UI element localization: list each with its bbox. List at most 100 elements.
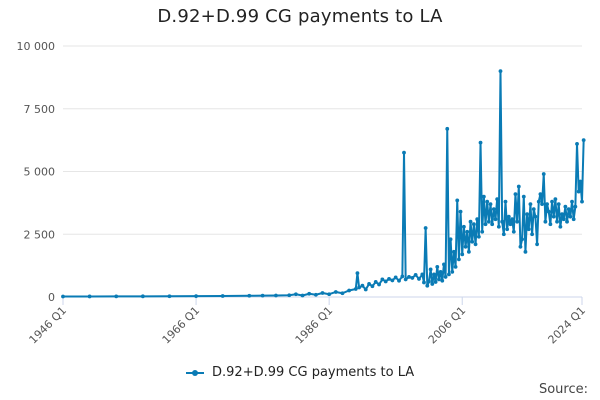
data-point[interactable] [400,274,405,279]
data-point[interactable] [510,217,515,222]
data-point[interactable] [511,229,516,234]
data-point[interactable] [430,282,435,286]
data-point[interactable] [458,209,463,214]
data-point[interactable] [428,267,433,272]
data-point[interactable] [425,283,430,288]
data-point[interactable] [443,275,448,279]
data-point[interactable] [450,270,455,274]
data-point[interactable] [447,272,451,277]
data-point[interactable] [307,291,312,296]
data-point[interactable] [274,293,278,298]
data-point[interactable] [528,202,533,207]
data-point[interactable] [452,249,456,254]
data-point[interactable] [287,293,292,298]
data-point[interactable] [470,239,475,244]
data-point[interactable] [500,219,505,224]
data-point[interactable] [380,277,385,282]
data-point[interactable] [558,224,563,229]
data-point[interactable] [422,280,426,285]
data-point[interactable] [538,192,543,196]
data-point[interactable] [468,219,473,224]
data-point[interactable] [220,294,225,298]
data-point[interactable] [546,209,551,214]
data-point[interactable] [576,189,581,194]
data-point[interactable] [442,262,446,267]
data-point[interactable] [560,212,564,217]
data-point[interactable] [437,277,441,282]
data-point[interactable] [516,184,521,189]
data-point[interactable] [496,224,501,229]
data-point[interactable] [508,222,513,227]
data-point[interactable] [531,207,536,212]
data-point[interactable] [465,229,470,234]
data-point[interactable] [410,276,415,280]
data-point[interactable] [505,227,510,232]
data-point[interactable] [355,271,360,276]
data-point[interactable] [453,264,458,269]
data-point[interactable] [561,217,566,222]
data-point[interactable] [393,275,398,280]
data-point[interactable] [513,192,518,196]
data-point[interactable] [167,294,172,299]
data-point[interactable] [438,270,443,274]
data-point[interactable] [563,204,568,209]
data-point[interactable] [523,249,528,254]
data-point[interactable] [363,287,368,292]
data-point[interactable] [540,202,544,207]
data-point[interactable] [520,237,525,242]
data-point[interactable] [566,207,571,212]
data-point[interactable] [340,291,345,296]
data-point[interactable] [360,283,365,288]
data-point[interactable] [548,222,553,227]
data-point[interactable] [581,138,586,143]
data-point[interactable] [476,234,481,239]
data-point[interactable] [433,280,438,284]
data-point[interactable] [367,282,371,286]
legend[interactable]: D.92+D.99 CG payments to LA [0,365,600,380]
data-point[interactable] [390,278,395,283]
data-point[interactable] [471,222,476,227]
data-point[interactable] [568,214,573,219]
data-point[interactable] [432,272,436,277]
data-point[interactable] [570,199,574,204]
data-point[interactable] [535,242,539,247]
data-point[interactable] [347,288,352,293]
data-point[interactable] [578,179,583,184]
data-point[interactable] [573,204,578,209]
data-point[interactable] [545,202,549,207]
data-point[interactable] [543,219,548,224]
data-point[interactable] [260,293,265,298]
data-point[interactable] [483,222,488,227]
data-point[interactable] [353,287,358,291]
data-point[interactable] [417,277,421,281]
data-point[interactable] [373,280,378,284]
data-point[interactable] [61,294,65,299]
data-point[interactable] [503,199,508,204]
series-layer[interactable] [61,69,586,299]
data-point[interactable] [521,194,526,199]
data-point[interactable] [403,277,408,282]
data-point[interactable] [387,277,391,281]
data-point[interactable] [333,290,338,294]
data-point[interactable] [247,293,252,298]
data-point[interactable] [551,214,556,219]
data-point[interactable] [435,264,440,269]
data-point[interactable] [473,242,478,247]
data-point[interactable] [427,279,431,284]
data-point[interactable] [320,291,325,295]
data-point[interactable] [327,292,332,297]
data-point[interactable] [448,237,453,242]
data-point[interactable] [490,222,495,227]
data-point[interactable] [553,197,558,202]
data-point[interactable] [565,219,569,224]
data-point[interactable] [440,278,445,283]
data-point[interactable] [445,126,450,131]
data-point[interactable] [485,199,490,204]
data-point[interactable] [461,224,466,229]
data-point[interactable] [377,282,381,287]
data-point[interactable] [498,69,503,73]
data-point[interactable] [420,272,425,277]
data-point[interactable] [491,207,496,212]
data-point[interactable] [466,249,471,254]
data-point[interactable] [463,244,468,249]
